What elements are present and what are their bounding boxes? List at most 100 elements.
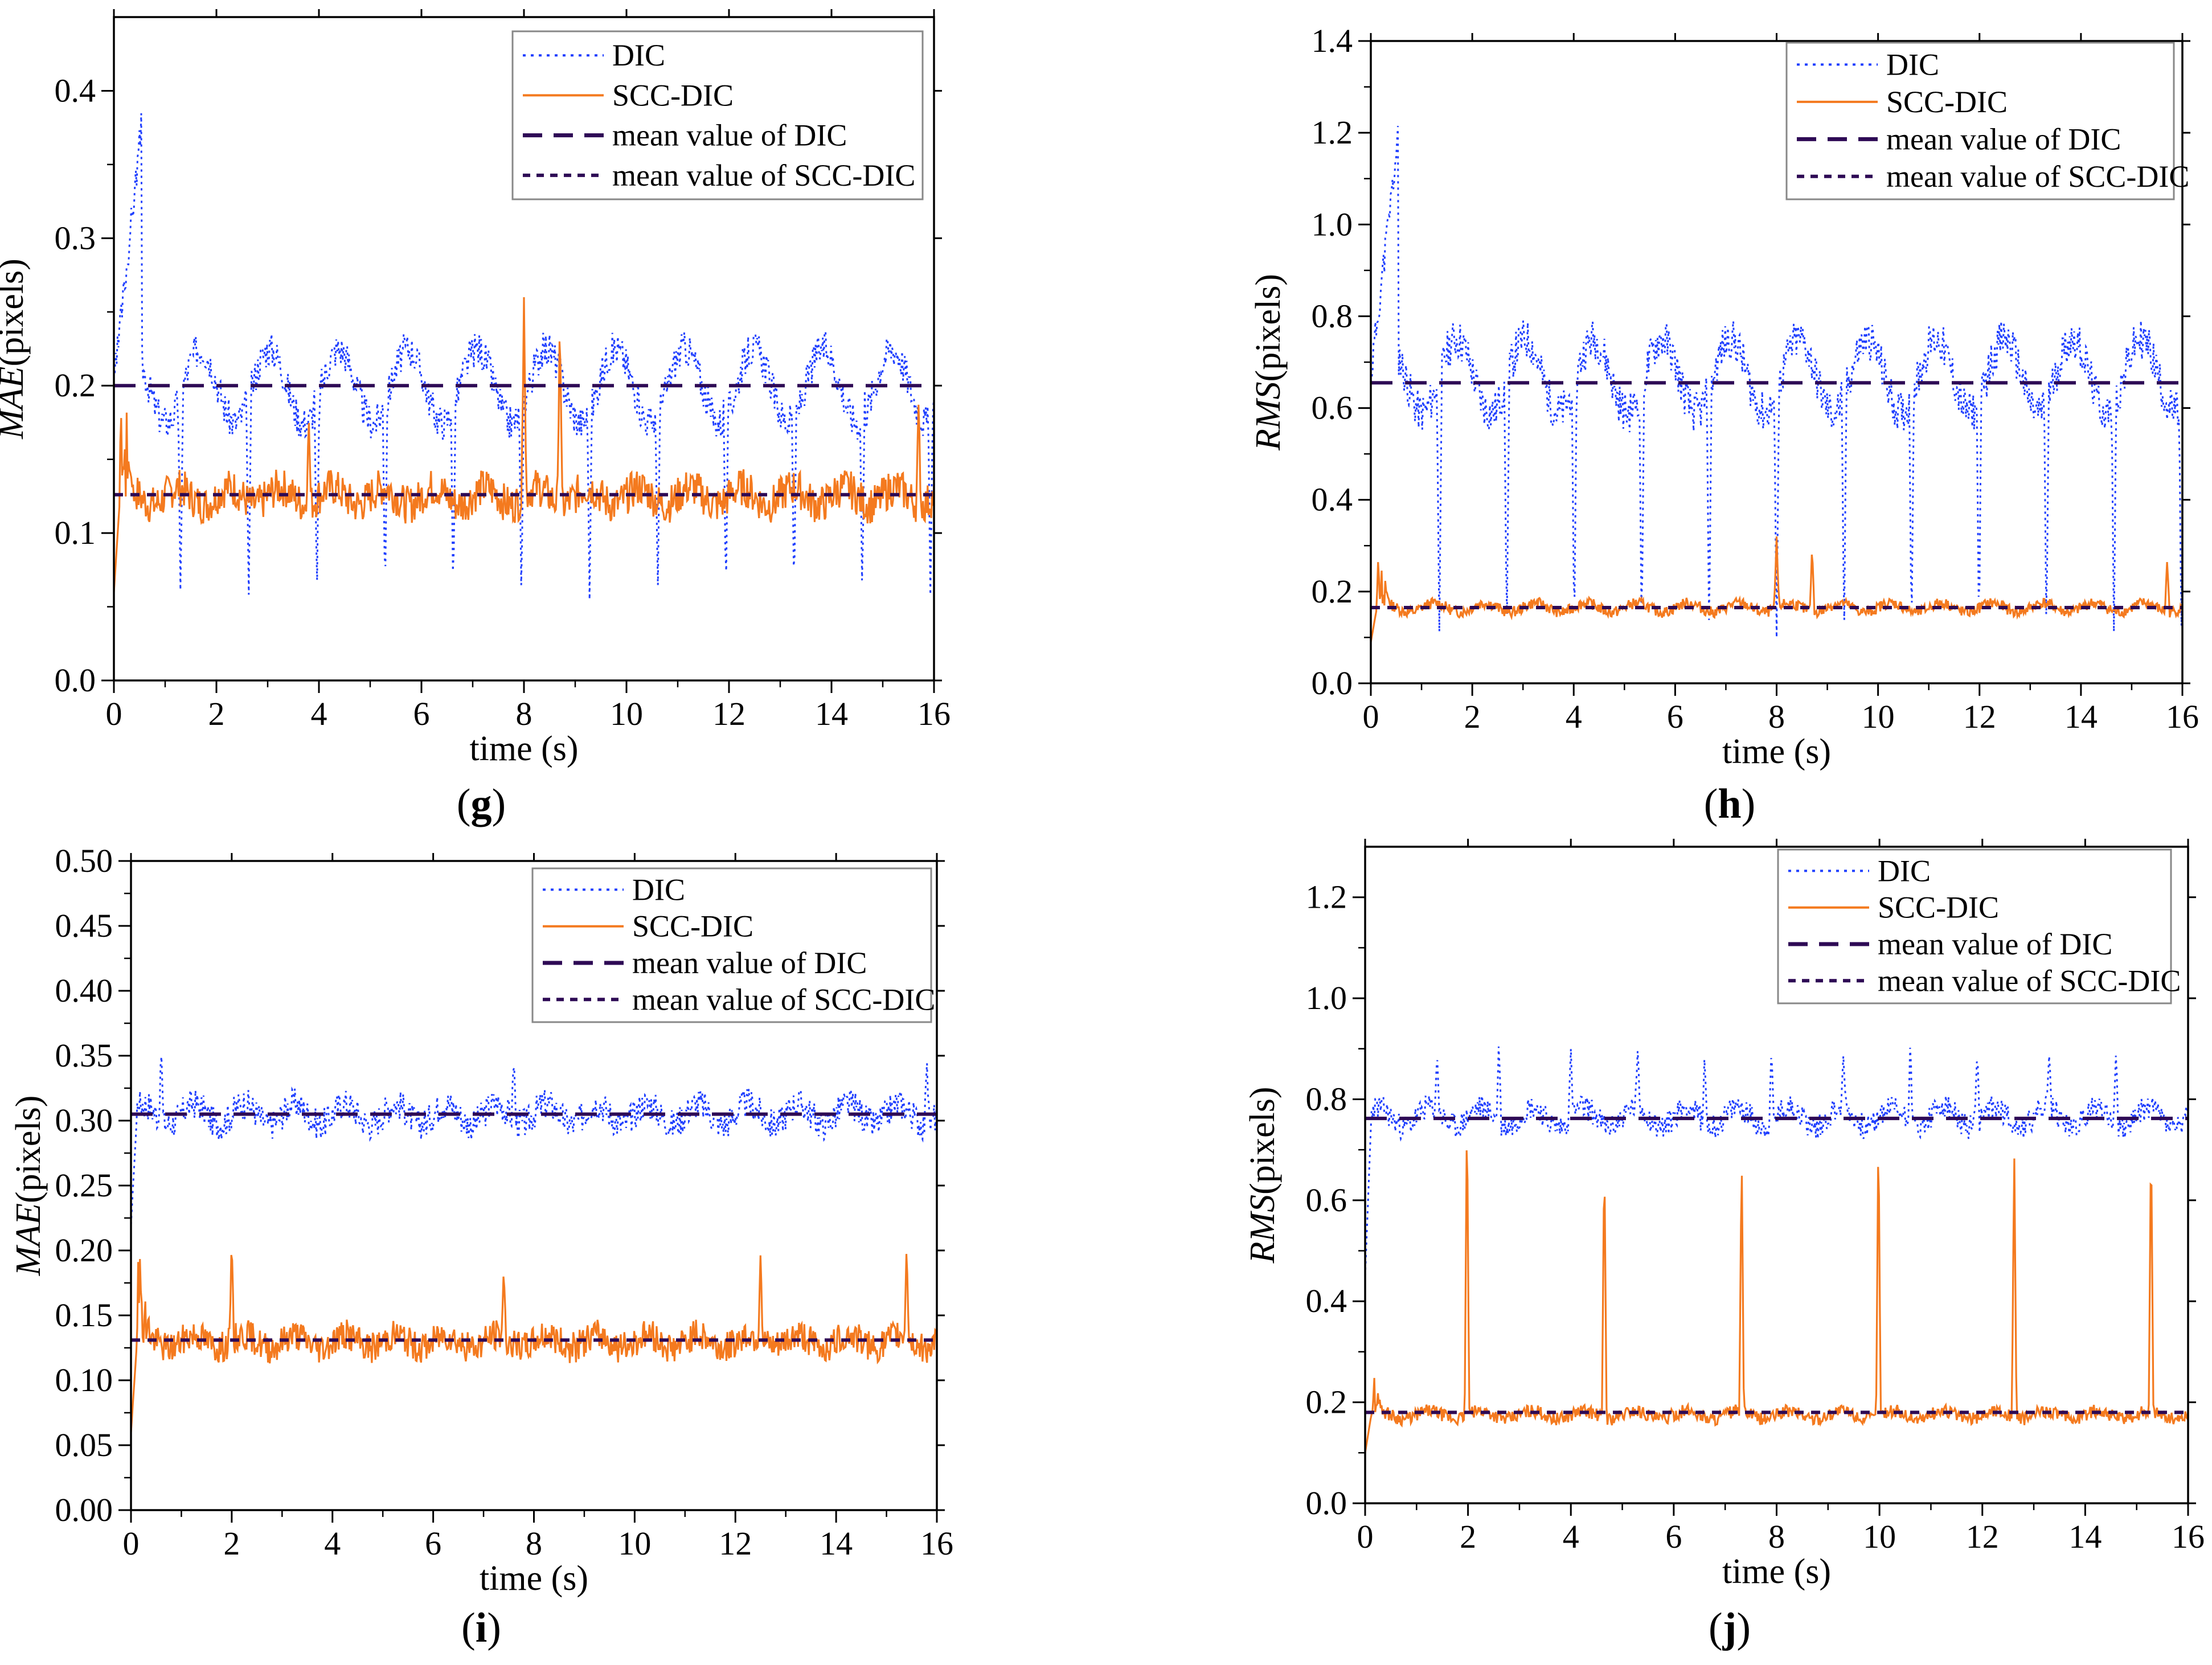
caption-j: (j) xyxy=(1709,1605,1751,1651)
y-tick-label: 0.0 xyxy=(1306,1484,1347,1522)
x-tick-label: 0 xyxy=(106,695,122,732)
chart-g-svg: 0 2 4 6 8 10 12 14 16 0.0 0.1 0.2 0.3 0.4 time (s) MAE(… xyxy=(0,9,951,768)
caption-i: (i) xyxy=(461,1605,501,1651)
legend-label: mean value of DIC xyxy=(632,946,867,980)
x-tick-label: 12 xyxy=(1966,1518,1999,1555)
caption-g-letter: g xyxy=(470,781,492,827)
legend-label: mean value of SCC-DIC xyxy=(1886,159,2189,194)
x-axis-label: time (s) xyxy=(1722,732,1831,771)
y-tick-label: 0.2 xyxy=(55,367,96,404)
y-tick-label: 1.2 xyxy=(1312,114,1353,151)
x-tick-label: 2 xyxy=(1464,698,1481,735)
series-line-dic xyxy=(1365,1046,2188,1276)
x-tick-label: 0 xyxy=(123,1525,140,1562)
caption-h-letter: h xyxy=(1718,781,1742,827)
x-tick-label: 4 xyxy=(324,1525,341,1562)
legend-label: SCC-DIC xyxy=(1886,85,2008,119)
y-tick-label: 0.4 xyxy=(55,72,96,109)
y-tick-label: 0.8 xyxy=(1306,1080,1347,1117)
legend-label: mean value of DIC xyxy=(1878,927,2112,961)
x-tick-label: 10 xyxy=(618,1525,651,1562)
series-line-scc-dic xyxy=(114,297,934,592)
caption-h: (h) xyxy=(1703,781,1756,827)
y-tick-label: 1.2 xyxy=(1306,879,1347,916)
y-tick-label: 0.6 xyxy=(1312,389,1353,426)
y-tick-label: 0.8 xyxy=(1312,297,1353,334)
y-axis-label-italic: MAE xyxy=(9,1203,48,1276)
chart-j-svg: 0 2 4 6 8 10 12 14 16 0.0 0.2 0.4 0.6 0.8 1.0 1.2 time (… xyxy=(1243,839,2205,1591)
x-tick-label: 6 xyxy=(1667,698,1683,735)
x-tick-label: 12 xyxy=(1963,698,1996,735)
chart-panel-h: 0 2 4 6 8 10 12 14 16 0.0 0.2 0.4 0.6 0.8 1.0 1.2 1.4 tim… xyxy=(1106,0,2212,832)
x-tick-label: 6 xyxy=(1665,1518,1682,1555)
y-tick-label: 0.00 xyxy=(55,1491,113,1528)
series-line-dic xyxy=(131,1056,937,1225)
y-tick-label: 0.0 xyxy=(55,662,96,699)
chart-h-svg: 0 2 4 6 8 10 12 14 16 0.0 0.2 0.4 0.6 0.8 1.0 1.2 1.4 tim… xyxy=(1249,22,2199,771)
x-tick-label: 14 xyxy=(820,1525,853,1562)
x-tick-label: 0 xyxy=(1357,1518,1374,1555)
x-tick-label: 2 xyxy=(208,695,225,732)
chart-panel-i: 0 2 4 6 8 10 12 14 16 0.00 0.05 0.10 0.15 0.20 0.25 0.3… xyxy=(0,832,1106,1665)
caption-j-letter: j xyxy=(1722,1605,1737,1651)
x-tick-label: 14 xyxy=(815,695,848,732)
legend-label: mean value of SCC-DIC xyxy=(1878,963,2181,998)
y-tick-label: 0.2 xyxy=(1306,1384,1347,1421)
x-tick-label: 4 xyxy=(1563,1518,1579,1555)
x-tick-label: 8 xyxy=(526,1525,542,1562)
x-tick-label: 14 xyxy=(2064,698,2098,735)
y-tick-label: 0.50 xyxy=(55,842,113,879)
x-axis-label: time (s) xyxy=(480,1559,588,1598)
series-line-scc-dic xyxy=(131,1254,937,1433)
x-tick-label: 10 xyxy=(1863,1518,1896,1555)
x-tick-label: 12 xyxy=(712,695,745,732)
x-tick-label: 2 xyxy=(1460,1518,1476,1555)
y-tick-label: 0.40 xyxy=(55,972,113,1009)
y-axis-label-unit: (pixels) xyxy=(9,1096,48,1203)
caption-i-letter: i xyxy=(475,1605,488,1651)
legend-label: DIC xyxy=(1878,854,1931,888)
y-axis-label: MAE(pixels) xyxy=(9,1096,48,1277)
series-line-scc-dic xyxy=(1365,1150,2188,1453)
y-tick-label: 0.4 xyxy=(1306,1282,1347,1319)
caption-g: (g) xyxy=(456,781,506,827)
y-tick-label: 0.6 xyxy=(1306,1182,1347,1219)
legend-box xyxy=(511,30,924,200)
y-tick-label: 0.20 xyxy=(55,1232,113,1269)
x-tick-label: 2 xyxy=(223,1525,240,1562)
x-axis-label: time (s) xyxy=(469,729,578,768)
x-tick-label: 16 xyxy=(2172,1518,2205,1555)
y-tick-label: 0.15 xyxy=(55,1297,113,1334)
chart-panel-j: 0 2 4 6 8 10 12 14 16 0.0 0.2 0.4 0.6 0.8 1.0 1.2 time (… xyxy=(1106,832,2212,1665)
legend-box xyxy=(531,867,932,1023)
y-tick-label: 0.05 xyxy=(55,1426,113,1463)
x-tick-label: 8 xyxy=(516,695,532,732)
y-tick-label: 1.4 xyxy=(1312,22,1353,59)
y-tick-label: 0.30 xyxy=(55,1102,113,1139)
legend-label: SCC-DIC xyxy=(612,78,734,112)
y-tick-label: 0.25 xyxy=(55,1167,113,1204)
x-tick-label: 16 xyxy=(2166,698,2199,735)
x-tick-label: 0 xyxy=(1363,698,1379,735)
y-tick-label: 0.1 xyxy=(55,514,96,551)
series-line-dic xyxy=(1371,126,2182,638)
legend-label: mean value of SCC-DIC xyxy=(632,982,935,1016)
legend-box xyxy=(1785,42,2175,200)
x-tick-label: 6 xyxy=(425,1525,441,1562)
legend-box xyxy=(1777,848,2172,1004)
legend-label: mean value of SCC-DIC xyxy=(612,158,915,192)
series-line-dic xyxy=(114,113,934,600)
y-axis-label-unit: (pixels) xyxy=(1243,1087,1282,1195)
y-axis-label: RMS(pixels) xyxy=(1243,1087,1282,1264)
x-tick-label: 6 xyxy=(413,695,430,732)
x-tick-label: 8 xyxy=(1768,698,1785,735)
x-axis-label: time (s) xyxy=(1722,1552,1831,1591)
chart-panel-g: 0 2 4 6 8 10 12 14 16 0.0 0.1 0.2 0.3 0.4 time (s) MAE(… xyxy=(0,0,1106,832)
y-axis-label-unit: (pixels) xyxy=(1249,274,1288,382)
x-tick-label: 12 xyxy=(719,1525,752,1562)
x-tick-label: 4 xyxy=(1566,698,1582,735)
y-tick-label: 1.0 xyxy=(1306,979,1347,1016)
series-line-scc-dic xyxy=(1371,536,2182,642)
legend-label: SCC-DIC xyxy=(1878,891,1999,925)
y-tick-label: 1.0 xyxy=(1312,206,1353,243)
